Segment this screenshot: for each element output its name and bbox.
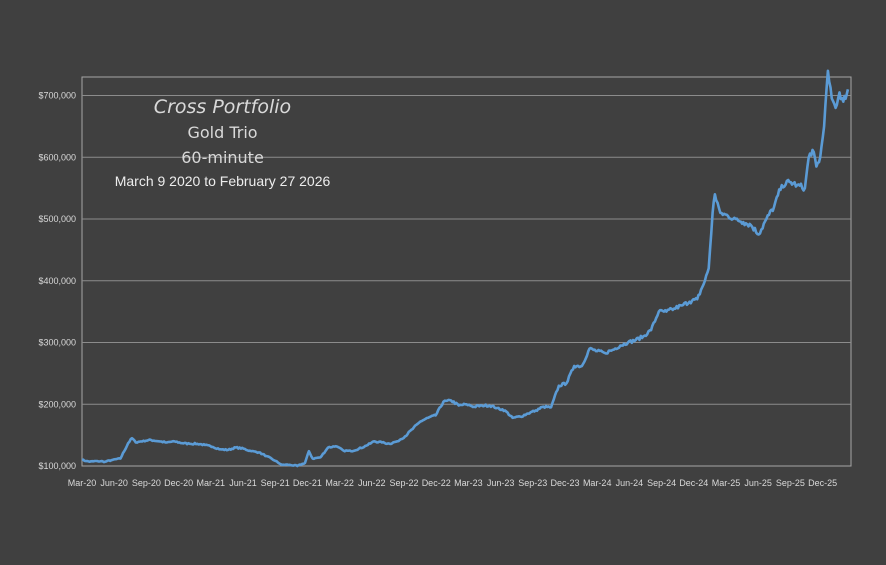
x-tick-label: Sep-20 bbox=[132, 478, 161, 488]
equity-series-line bbox=[81, 69, 850, 468]
x-tick-label: Jun-23 bbox=[487, 478, 515, 488]
y-tick-label: $300,000 bbox=[38, 338, 76, 348]
y-tick-label: $100,000 bbox=[38, 461, 76, 471]
x-tick-label: Mar-25 bbox=[712, 478, 741, 488]
series-layer bbox=[81, 69, 850, 468]
y-tick-label: $500,000 bbox=[38, 214, 76, 224]
x-tick-label: Sep-24 bbox=[647, 478, 676, 488]
plot-area bbox=[81, 76, 852, 467]
x-tick-label: Mar-24 bbox=[583, 478, 612, 488]
x-tick-label: Sep-23 bbox=[518, 478, 547, 488]
x-tick-label: Sep-25 bbox=[776, 478, 805, 488]
y-tick-label: $600,000 bbox=[38, 152, 76, 162]
y-tick-label: $200,000 bbox=[38, 399, 76, 409]
x-tick-label: Jun-20 bbox=[100, 478, 128, 488]
x-tick-label: Dec-25 bbox=[808, 478, 837, 488]
x-tick-label: Dec-20 bbox=[164, 478, 193, 488]
y-tick-label: $700,000 bbox=[38, 91, 76, 101]
x-tick-label: Jun-21 bbox=[229, 478, 257, 488]
x-tick-label: Mar-22 bbox=[325, 478, 354, 488]
gridlines bbox=[82, 95, 851, 405]
x-tick-label: Mar-21 bbox=[197, 478, 226, 488]
y-tick-label: $400,000 bbox=[38, 276, 76, 286]
x-tick-label: Mar-23 bbox=[454, 478, 483, 488]
chart-title: Cross Portfolio bbox=[153, 96, 292, 118]
x-tick-label: Jun-25 bbox=[744, 478, 772, 488]
x-tick-label: Jun-24 bbox=[616, 478, 644, 488]
chart-subtitle-date-range: March 9 2020 to February 27 2026 bbox=[114, 173, 331, 189]
y-axis-tick-labels: $100,000 $200,000 $300,000 $400,000 $500,000… bbox=[38, 91, 76, 471]
chart-subtitle-timeframe: 60-minute bbox=[181, 148, 264, 167]
x-tick-label: Sep-22 bbox=[389, 478, 418, 488]
x-tick-label: Mar-20 bbox=[68, 478, 97, 488]
chart-subtitle-product: Gold Trio bbox=[187, 123, 258, 142]
x-tick-label: Dec-24 bbox=[679, 478, 708, 488]
x-tick-label: Dec-23 bbox=[550, 478, 579, 488]
x-tick-label: Dec-22 bbox=[422, 478, 451, 488]
x-tick-label: Jun-22 bbox=[358, 478, 386, 488]
x-axis-tick-labels: Mar-20 Jun-20 Sep-20 Dec-20 Mar-21 Jun-21 Sep-… bbox=[68, 478, 837, 488]
x-tick-label: Dec-21 bbox=[293, 478, 322, 488]
x-tick-label: Sep-21 bbox=[261, 478, 290, 488]
chart-title-block: Cross Portfolio Gold Trio 60-minute Marc… bbox=[100, 94, 345, 192]
